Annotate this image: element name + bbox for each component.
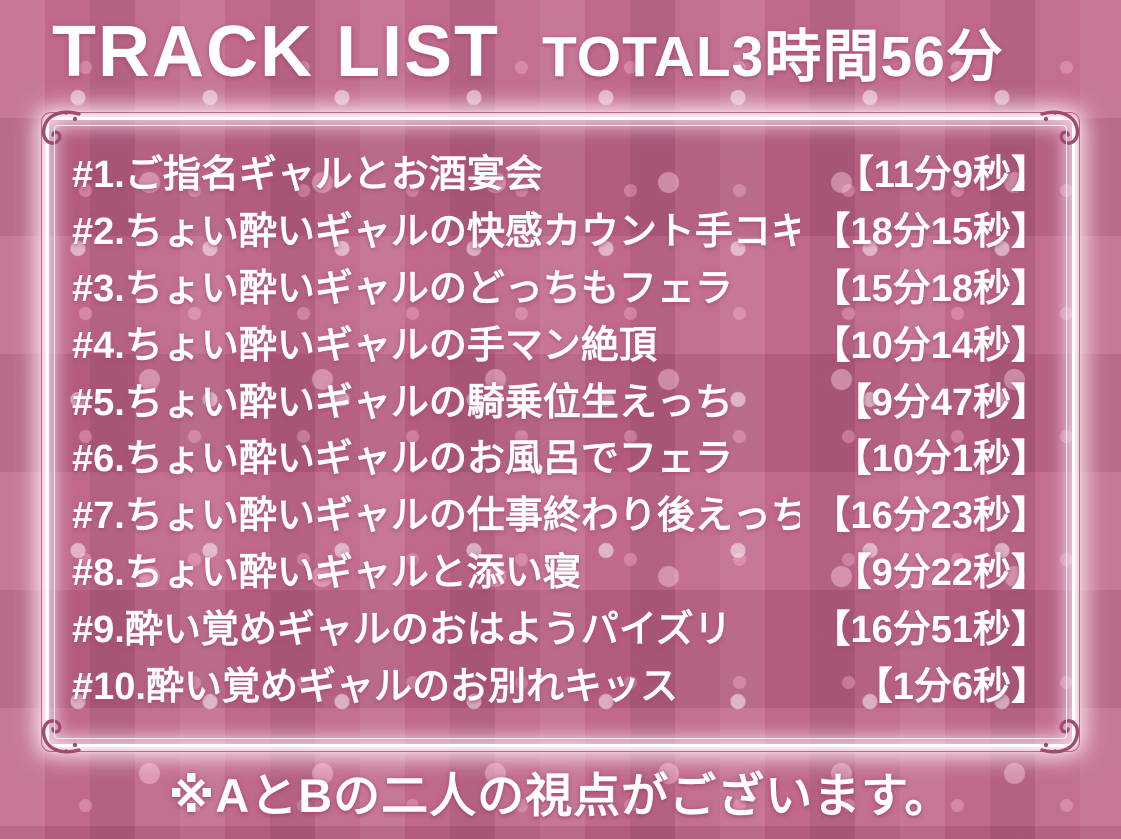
track-title: #6.ちょい酔いギャルのお風呂でフェラ (72, 438, 733, 481)
track-row: #8.ちょい酔いギャルと添い寝 【9分22秒】 (72, 549, 1049, 597)
track-title: #2.ちょい酔いギャルの快感カウント手コキ (72, 210, 801, 253)
track-title: #7.ちょい酔いギャルの仕事終わり後えっち (72, 495, 801, 538)
track-title: #8.ちょい酔いギャルと添い寝 (72, 552, 581, 595)
track-duration: 【16分51秒】 (812, 609, 1049, 651)
track-duration: 【9分47秒】 (833, 381, 1049, 424)
track-title: #3.ちょい酔いギャルのどっちもフェラ (72, 267, 733, 310)
track-duration: 【10分1秒】 (833, 438, 1049, 481)
track-row: #7.ちょい酔いギャルの仕事終わり後えっち 【16分23秒】 (72, 492, 1049, 540)
track-title: #1.ご指名ギャルとお酒宴会 (72, 154, 543, 196)
track-duration: 【16分23秒】 (812, 495, 1049, 538)
total-duration: TOTAL3時間56分 (541, 25, 1004, 89)
track-list: #1.ご指名ギャルとお酒宴会 【11分9秒】 #2.ちょい酔いギャルの快感カウン… (72, 143, 1049, 721)
track-row: #9.酔い覚めギャルのおはようパイズリ 【16分51秒】 (72, 606, 1049, 654)
page-title: TRACK LIST (52, 12, 500, 92)
track-title: #4.ちょい酔いギャルの手マン絶頂 (72, 324, 657, 367)
track-title: #5.ちょい酔いギャルの騎乗位生えっち (72, 381, 733, 424)
track-duration: 【18分15秒】 (812, 210, 1049, 253)
track-title: #9.酔い覚めギャルのおはようパイズリ (72, 609, 732, 651)
track-title: #10.酔い覚めギャルのお別れキッス (72, 665, 678, 708)
track-row: #3.ちょい酔いギャルのどっちもフェラ 【15分18秒】 (72, 265, 1049, 313)
track-duration: 【15分18秒】 (812, 267, 1049, 310)
header: TRACK LIST TOTAL3時間56分 (0, 0, 1121, 112)
track-row: #6.ちょい酔いギャルのお風呂でフェラ 【10分1秒】 (72, 435, 1049, 483)
track-duration: 【9分22秒】 (833, 552, 1049, 595)
track-row: #5.ちょい酔いギャルの騎乗位生えっち 【9分47秒】 (72, 379, 1049, 427)
track-duration: 【10分14秒】 (812, 324, 1049, 367)
track-row: #1.ご指名ギャルとお酒宴会 【11分9秒】 (72, 151, 1049, 199)
track-row: #2.ちょい酔いギャルの快感カウント手コキ 【18分15秒】 (72, 208, 1049, 256)
track-duration: 【1分6秒】 (854, 665, 1049, 708)
track-row: #10.酔い覚めギャルのお別れキッス 【1分6秒】 (72, 663, 1049, 711)
footer: ※AとBの二人の視点がございます。 (0, 751, 1121, 831)
track-row: #4.ちょい酔いギャルの手マン絶頂 【10分14秒】 (72, 322, 1049, 370)
footer-note: ※AとBの二人の視点がございます。 (168, 768, 953, 822)
track-duration: 【11分9秒】 (835, 154, 1049, 196)
